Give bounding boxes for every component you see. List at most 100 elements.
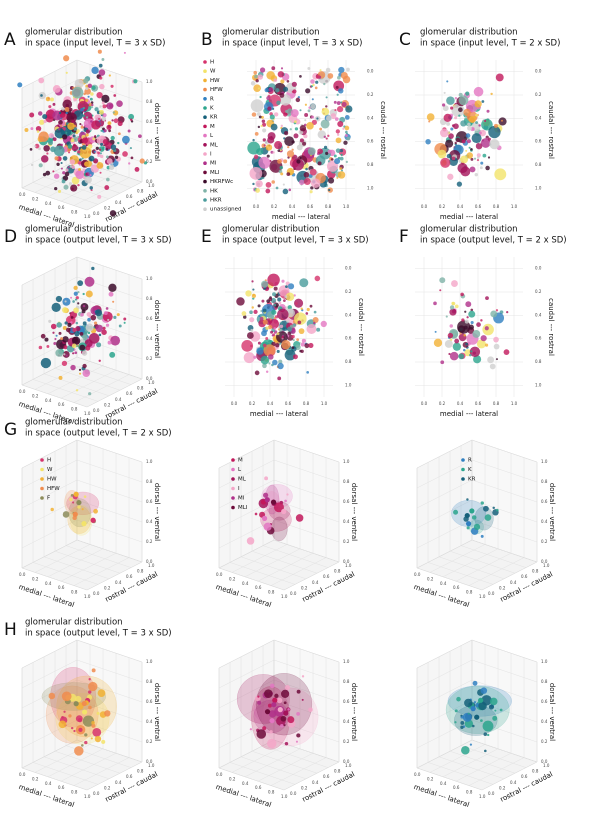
x-tick-label: 0.8 [71, 590, 78, 595]
grid-line [273, 639, 340, 663]
x-tick-label: 1.0 [281, 794, 288, 799]
scatter-dot [92, 137, 96, 141]
z-tick-label: 0.6 [541, 699, 548, 704]
scatter-dot [299, 278, 309, 288]
grid-line [54, 551, 121, 574]
scatter-dot [96, 342, 102, 348]
grid-line [416, 479, 473, 509]
scatter-dot [280, 67, 284, 70]
grid-line [471, 739, 538, 763]
scatter-dot [344, 115, 350, 120]
x-tick-label: 1.0 [281, 594, 288, 599]
scatter-dot [99, 148, 102, 151]
grid-line [251, 751, 318, 774]
scatter-dot [278, 169, 283, 174]
scatter-dot [287, 331, 292, 336]
y-tick-label: 0.0 [93, 591, 100, 596]
grid-line [427, 562, 494, 585]
scatter-dot [112, 111, 115, 114]
scatter-dot [488, 125, 501, 139]
z-tick-label: 0.6 [146, 119, 153, 124]
scatter-dot [252, 138, 255, 142]
scatter-dot [287, 708, 290, 711]
scatter-dot [241, 340, 254, 352]
grid-line [429, 744, 486, 773]
grid-line [21, 276, 78, 306]
scatter-dot [463, 348, 466, 352]
scatter-dot [277, 362, 284, 370]
scatter-dot [83, 495, 87, 498]
scatter-dot [474, 100, 482, 108]
z-tick-label: 0.2 [146, 739, 153, 744]
scatter-dot [279, 92, 285, 98]
scatter-dot [299, 125, 307, 132]
grid-line [76, 659, 143, 683]
grid-line [471, 679, 538, 703]
scatter-dot [62, 511, 70, 518]
scatter-dot [123, 321, 126, 324]
scatter-dot [116, 313, 120, 317]
y-tick-label: 0.8 [137, 189, 144, 194]
scatter-dot [108, 291, 114, 297]
y-tick-label: 0.0 [93, 791, 100, 796]
scatter-dot [62, 134, 68, 140]
scatter-dot [83, 92, 86, 96]
legend-marker [203, 170, 207, 175]
cluster-center [470, 706, 476, 712]
scatter-dot [89, 186, 93, 190]
x-tick-label: 0.4 [242, 581, 249, 586]
scatter-dot [74, 330, 80, 337]
scatter-dot [87, 331, 91, 335]
scatter-dot [308, 707, 313, 713]
scatter-dot [274, 141, 283, 150]
cluster-center [72, 511, 78, 517]
scatter-dot [286, 493, 289, 496]
scatter-dot [59, 112, 66, 118]
legend-marker [40, 467, 44, 472]
z-tick-label: 0.2 [343, 539, 350, 544]
scatter-dot [98, 359, 101, 362]
scatter-dot [478, 131, 482, 135]
scatter-dot [253, 70, 258, 75]
scatter-dot [276, 697, 283, 704]
z-tick-label: 0.4 [146, 519, 153, 524]
scatter-dot [256, 347, 264, 355]
grid-line [273, 459, 340, 483]
y-tick-label: 1.0 [535, 185, 542, 190]
scatter-dot [295, 740, 298, 743]
z-tick-label: 1.0 [146, 276, 153, 281]
scatter-dot [452, 342, 462, 351]
scatter-dot [472, 330, 481, 338]
grid-line [21, 79, 78, 109]
scatter-dot [82, 363, 87, 369]
scatter-dot [263, 144, 266, 147]
scatter-dot [340, 153, 343, 156]
scatter-dot [50, 507, 54, 512]
scatter-dot [257, 74, 264, 80]
cluster-center [73, 701, 79, 707]
scatter-dot [277, 159, 282, 164]
scatter-dot [118, 132, 121, 136]
grid-line [218, 767, 285, 791]
scatter-dot [85, 129, 90, 134]
grid-line [86, 761, 143, 791]
x-tick-label: 0.6 [475, 204, 482, 209]
panel-title: glomerular distribution [222, 28, 320, 38]
scatter-dot [138, 134, 142, 139]
cluster-hull [453, 704, 498, 736]
scatter-dot [270, 330, 274, 334]
scatter-dot [454, 116, 458, 120]
legend-label: I [210, 152, 212, 158]
x-tick-label: 0.4 [440, 581, 447, 586]
z-tick-label: 1.0 [541, 659, 548, 664]
x-tick-label: 0.0 [19, 192, 26, 197]
x-tick-label: 0.0 [216, 572, 223, 577]
scatter-dot [472, 724, 475, 728]
scatter-dot [487, 156, 491, 159]
scatter-dot [251, 280, 254, 283]
scatter-dot [77, 183, 80, 187]
scatter-dot [463, 334, 466, 337]
y-axis-label: caudal --- rostral [379, 101, 387, 159]
scatter-dot [271, 180, 275, 184]
scatter-dot [340, 101, 343, 104]
